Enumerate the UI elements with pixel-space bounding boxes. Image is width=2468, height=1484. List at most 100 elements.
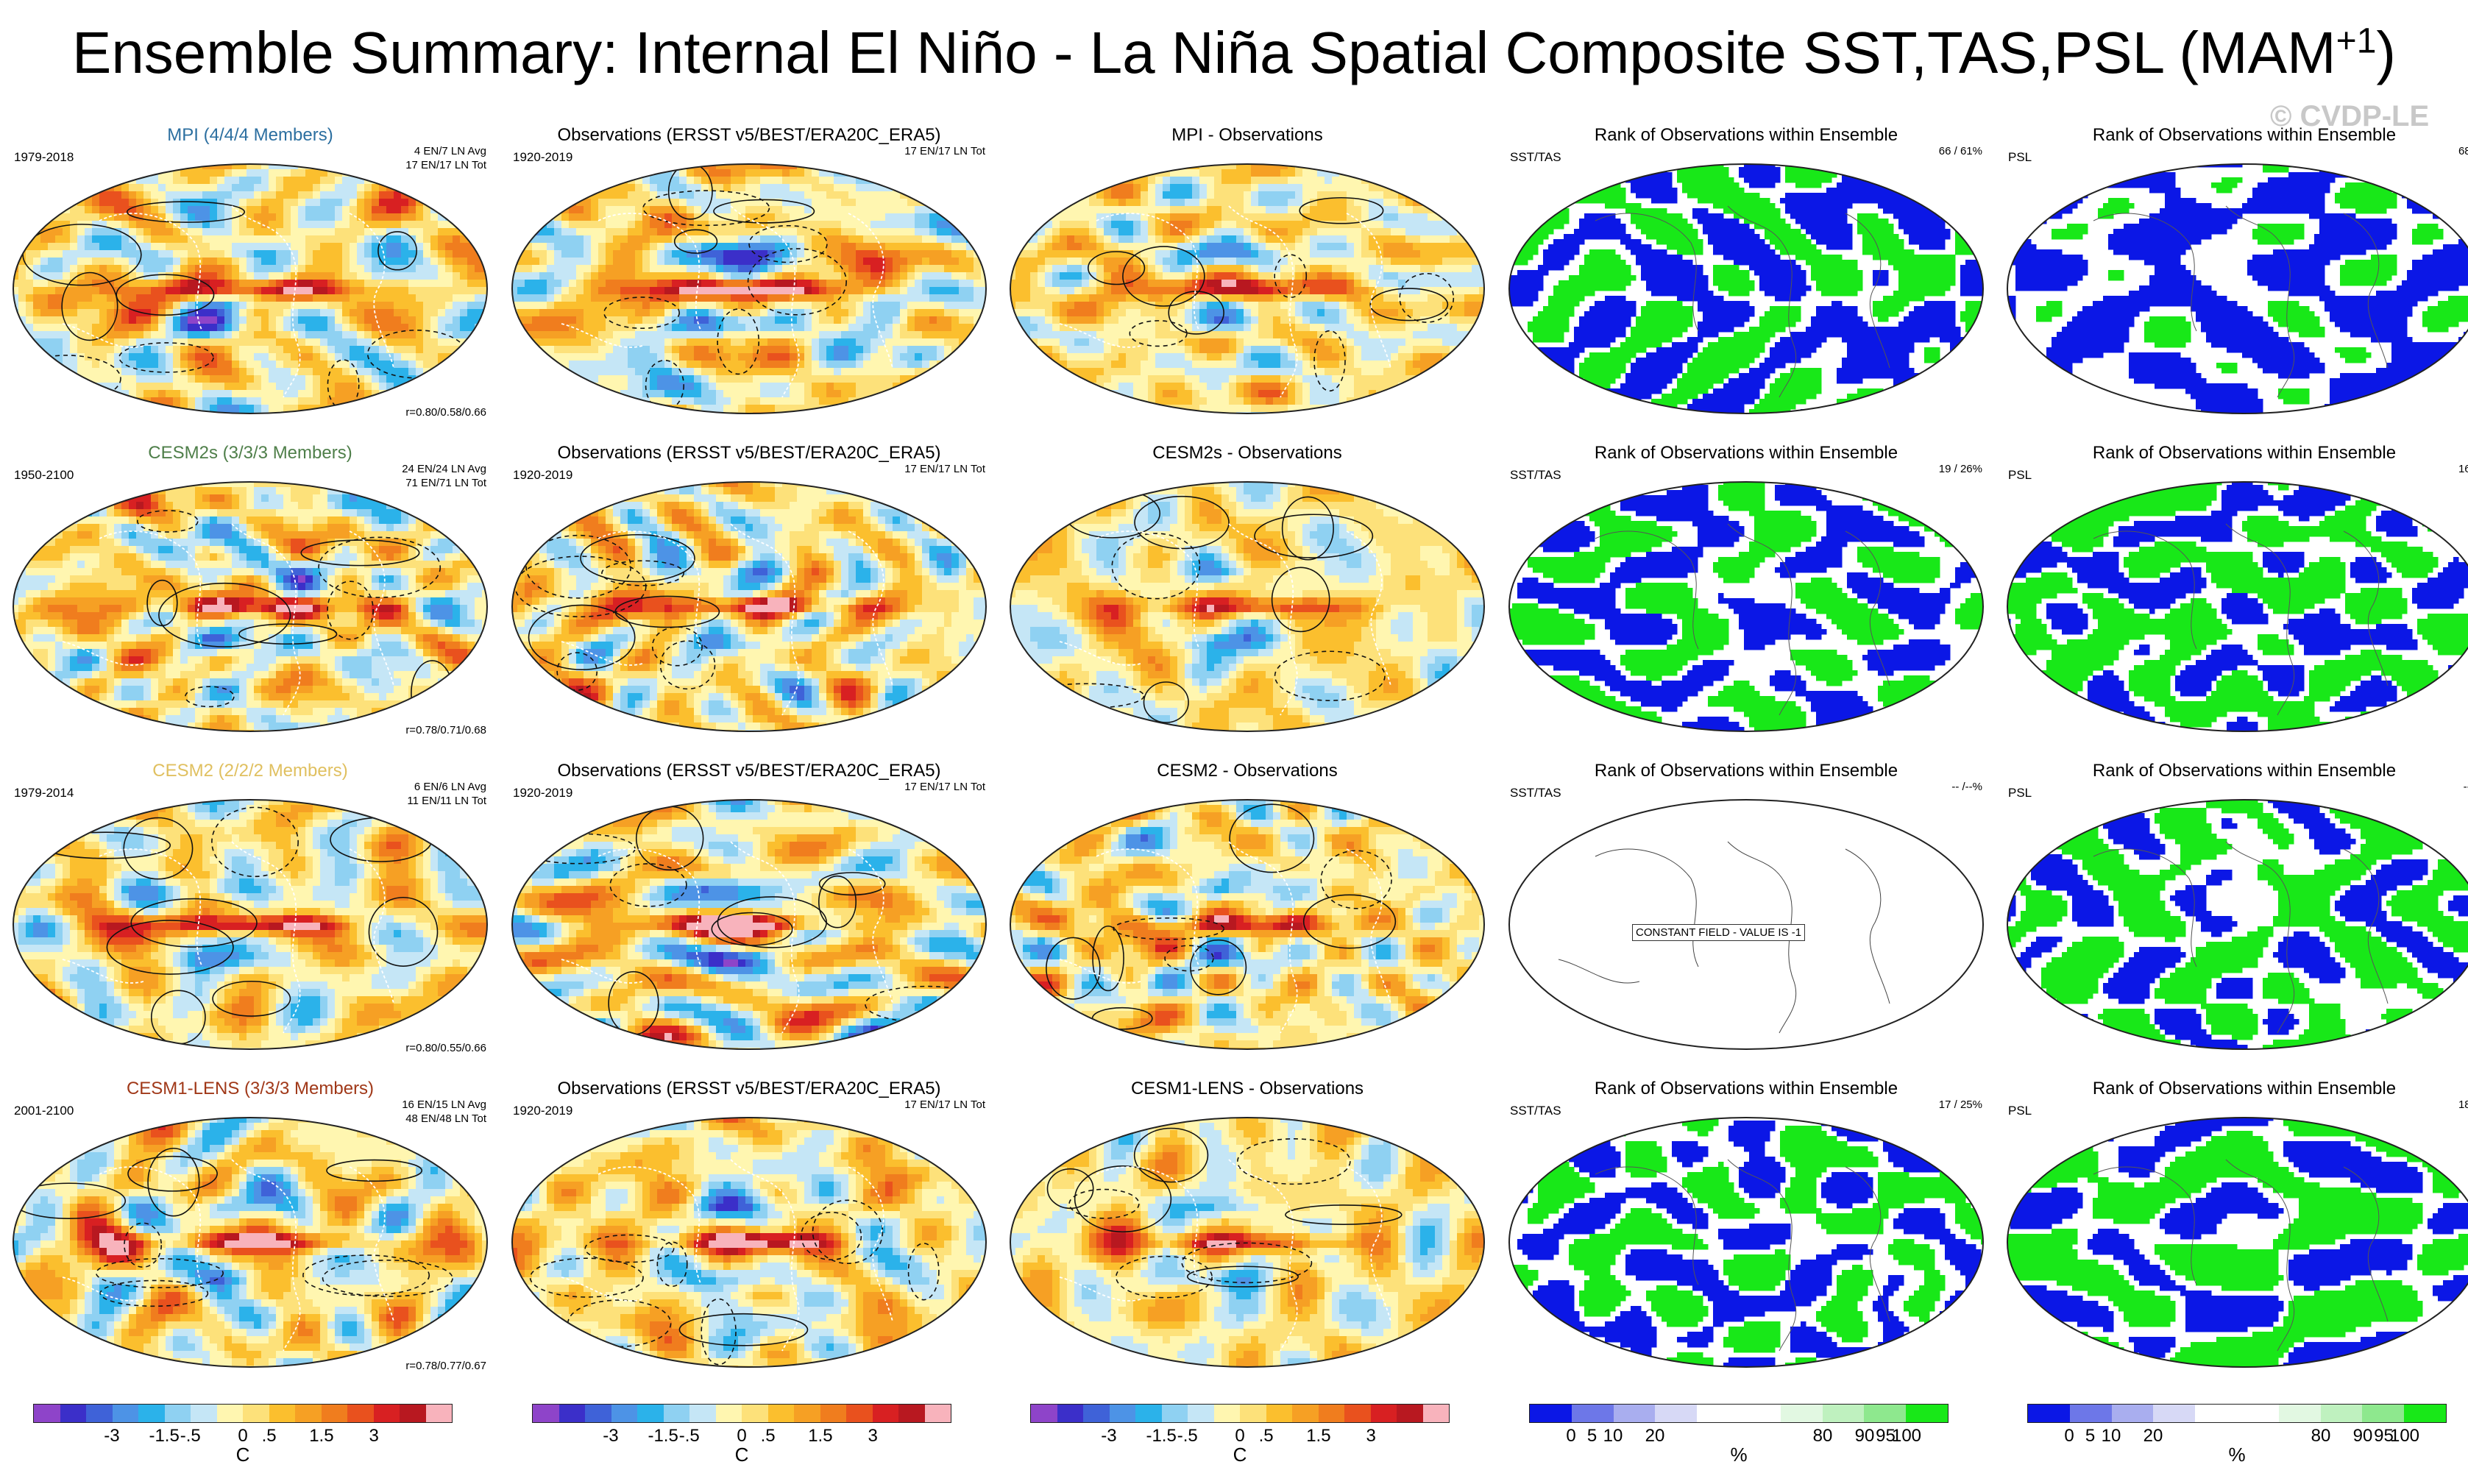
difference-map-panel: MPI - Observations xyxy=(1001,118,1494,434)
model-composite-panel: CESM1-LENS (3/3/3 Members) 2001-2100 16 EN… xyxy=(4,1071,497,1388)
observations-composite-map xyxy=(510,1115,988,1369)
colorbar-tick: 0 xyxy=(737,1426,746,1446)
observations-composite-right-label: 17 EN/17 LN Tot xyxy=(904,462,985,476)
rank-sst-tas-panel: Rank of Observations within Ensemble SST/… xyxy=(1500,1071,1993,1388)
difference-map-title: CESM1-LENS - Observations xyxy=(1001,1079,1494,1099)
colorbar-tick: -1.5 xyxy=(149,1426,179,1446)
observations-composite-map xyxy=(510,480,988,734)
observations-composite-panel: Observations (ERSST v5/BEST/ERA20C_ERA5)… xyxy=(503,118,996,434)
observations-composite-right-label: 17 EN/17 LN Tot xyxy=(904,1098,985,1112)
rank-psl-map xyxy=(2005,798,2468,1051)
pattern-correlation: r=0.78/0.77/0.67 xyxy=(405,1360,486,1372)
model-composite-title: CESM1-LENS (3/3/3 Members) xyxy=(4,1079,497,1099)
model-composite-en-ln-tot: 71 EN/71 LN Tot xyxy=(402,476,486,490)
rank-sst-tas-map xyxy=(1507,1115,1985,1369)
rank-sst-tas-title: Rank of Observations within Ensemble xyxy=(1500,443,1993,464)
sst-colorbar xyxy=(33,1404,453,1423)
model-composite-map xyxy=(11,1115,489,1369)
colorbar-tick: 5 xyxy=(1587,1426,1597,1446)
colorbar-tick: -1.5 xyxy=(648,1426,678,1446)
colorbar-tick: 95 xyxy=(1876,1426,1896,1446)
rank-psl-left-label: PSL xyxy=(2008,468,2032,483)
rank-colorbar xyxy=(2027,1404,2447,1423)
observations-composite-panel: Observations (ERSST v5/BEST/ERA20C_ERA5)… xyxy=(503,753,996,1070)
observations-composite-right-label: 17 EN/17 LN Tot xyxy=(904,144,985,158)
rank-sst-tas-right-label: 19 / 26% xyxy=(1939,462,1982,476)
observations-composite-map xyxy=(510,798,988,1051)
sst-colorbar xyxy=(1030,1404,1450,1423)
observations-composite-title: Observations (ERSST v5/BEST/ERA20C_ERA5) xyxy=(503,1079,996,1099)
rank-sst-tas-left-label: SST/TAS xyxy=(1510,1104,1561,1118)
rank-psl-right-label: 16% xyxy=(2458,462,2468,476)
observations-composite-left-label: 1920-2019 xyxy=(513,468,572,483)
colorbar-tick: 20 xyxy=(1645,1426,1665,1446)
model-composite-right-label: 24 EN/24 LN Avg 71 EN/71 LN Tot xyxy=(402,462,486,490)
rank-sst-tas-left-label: SST/TAS xyxy=(1510,786,1561,800)
colorbar-tick: -1.5 xyxy=(1146,1426,1176,1446)
colorbar-tick: 0 xyxy=(1235,1426,1244,1446)
observations-composite-title: Observations (ERSST v5/BEST/ERA20C_ERA5) xyxy=(503,125,996,146)
model-composite-right-label: 6 EN/6 LN Avg 11 EN/11 LN Tot xyxy=(407,780,486,808)
colorbar-tick: 100 xyxy=(1892,1426,1921,1446)
observations-composite-panel: Observations (ERSST v5/BEST/ERA20C_ERA5)… xyxy=(503,1071,996,1388)
model-composite-right-label: 16 EN/15 LN Avg 48 EN/48 LN Tot xyxy=(402,1098,486,1126)
colorbar-tick: 80 xyxy=(2311,1426,2331,1446)
colorbar-tick: 0 xyxy=(238,1426,247,1446)
rank-sst-tas-rank-sst-pct: 19 / 26% xyxy=(1939,462,1982,476)
model-composite-en-ln-avg: 6 EN/6 LN Avg xyxy=(407,780,486,794)
main-title: Ensemble Summary: Internal El Niño - La … xyxy=(0,16,2468,90)
rank-sst-tas-map xyxy=(1507,480,1985,734)
rank-psl-panel: Rank of Observations within Ensemble PSL -… xyxy=(1998,753,2468,1070)
rank-sst-tas-left-label: SST/TAS xyxy=(1510,468,1561,483)
model-composite-map xyxy=(11,480,489,734)
model-composite-left-label: 1950-2100 xyxy=(14,468,74,483)
model-composite-en-ln-avg: 16 EN/15 LN Avg xyxy=(402,1098,486,1112)
difference-map-title: CESM2s - Observations xyxy=(1001,443,1494,464)
colorbar-unit: C xyxy=(735,1444,749,1466)
colorbar-unit: % xyxy=(1730,1444,1747,1466)
difference-map-panel: CESM1-LENS - Observations xyxy=(1001,1071,1494,1388)
rank-psl-rank-psl-pct: --% xyxy=(2464,780,2468,794)
colorbar-tick: 3 xyxy=(868,1426,877,1446)
observations-composite-title: Observations (ERSST v5/BEST/ERA20C_ERA5) xyxy=(503,761,996,781)
rank-psl-title: Rank of Observations within Ensemble xyxy=(1998,761,2468,781)
observations-composite-map xyxy=(510,162,988,416)
model-composite-right-label: 4 EN/7 LN Avg 17 EN/17 LN Tot xyxy=(405,144,486,172)
colorbar-tick-labels: 0 5 10 20 80 90 95 100 xyxy=(1529,1426,1948,1449)
observations-composite-obs-tot: 17 EN/17 LN Tot xyxy=(904,462,985,476)
rank-sst-tas-rank-sst-pct: 66 / 61% xyxy=(1939,144,1982,158)
pattern-correlation: r=0.80/0.58/0.66 xyxy=(405,406,486,419)
colorbar-tick: 1.5 xyxy=(808,1426,832,1446)
colorbar-tick: -3 xyxy=(603,1426,618,1446)
pattern-correlation: r=0.80/0.55/0.66 xyxy=(405,1042,486,1054)
constant-field-label: CONSTANT FIELD - VALUE IS -1 xyxy=(1632,924,1806,941)
rank-psl-rank-psl-pct: 68% xyxy=(2458,144,2468,158)
colorbar-tick: -.5 xyxy=(679,1426,700,1446)
observations-composite-obs-tot: 17 EN/17 LN Tot xyxy=(904,780,985,794)
model-composite-en-ln-tot: 48 EN/48 LN Tot xyxy=(402,1112,486,1126)
rank-sst-tas-title: Rank of Observations within Ensemble xyxy=(1500,1079,1993,1099)
rank-sst-tas-right-label: 66 / 61% xyxy=(1939,144,1982,158)
colorbar-tick: 20 xyxy=(2143,1426,2163,1446)
model-composite-left-label: 2001-2100 xyxy=(14,1104,74,1118)
colorbar-tick: .5 xyxy=(761,1426,776,1446)
rank-psl-left-label: PSL xyxy=(2008,1104,2032,1118)
model-composite-panel: CESM2s (3/3/3 Members) 1950-2100 24 EN/24 … xyxy=(4,436,497,752)
sst-colorbar xyxy=(532,1404,951,1423)
rank-psl-title: Rank of Observations within Ensemble xyxy=(1998,1079,2468,1099)
colorbar-tick: -3 xyxy=(1101,1426,1116,1446)
rank-psl-left-label: PSL xyxy=(2008,150,2032,165)
rank-sst-tas-rank-sst-pct: -- /--% xyxy=(1951,780,1982,794)
copyright-watermark: © CVDP-LE xyxy=(2270,100,2429,133)
colorbar-unit: C xyxy=(1233,1444,1247,1466)
observations-composite-left-label: 1920-2019 xyxy=(513,1104,572,1118)
difference-map-panel: CESM2s - Observations xyxy=(1001,436,1494,752)
rank-sst-tas-title: Rank of Observations within Ensemble xyxy=(1500,761,1993,781)
difference-map-title: CESM2 - Observations xyxy=(1001,761,1494,781)
colorbar-tick: 10 xyxy=(2102,1426,2121,1446)
colorbar-tick: 10 xyxy=(1603,1426,1623,1446)
rank-sst-tas-right-label: -- /--% xyxy=(1951,780,1982,794)
observations-composite-panel: Observations (ERSST v5/BEST/ERA20C_ERA5)… xyxy=(503,436,996,752)
rank-psl-panel: Rank of Observations within Ensemble PSL 6… xyxy=(1998,118,2468,434)
observations-composite-right-label: 17 EN/17 LN Tot xyxy=(904,780,985,794)
